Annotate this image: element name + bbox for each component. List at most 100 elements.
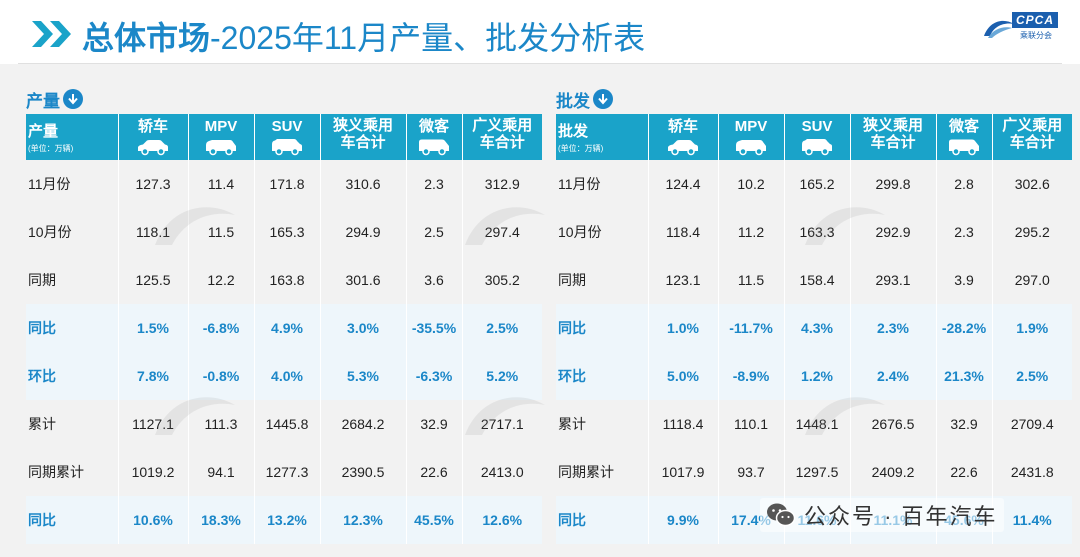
table-cell: 1127.1 xyxy=(118,400,189,448)
row-label: 同比 xyxy=(26,496,119,544)
production-section-title: 产量 xyxy=(26,84,542,114)
table-cell: 10.2 xyxy=(718,160,785,208)
header-cell-sedan: 轿车 xyxy=(118,114,189,160)
header-first-label: 产量 xyxy=(28,123,59,140)
cpca-logo-text: CPCA xyxy=(1012,12,1059,28)
table-cell: 94.1 xyxy=(188,448,255,496)
table-cell: 1.0% xyxy=(648,304,719,352)
table-cell: 118.4 xyxy=(648,208,719,256)
table-cell: 302.6 xyxy=(992,160,1072,208)
header-cell-broad-total: 广义乘用车合计 xyxy=(462,114,542,160)
table-cell: 3.9 xyxy=(936,256,993,304)
table-row: 同期 123.1 11.5 158.4 293.1 3.9 297.0 xyxy=(556,256,1072,304)
table-cell: 1017.9 xyxy=(648,448,719,496)
header-label: 狭义乘用车合计 xyxy=(332,117,393,151)
production-section-label: 产量 xyxy=(26,91,60,111)
table-cell: 13.2% xyxy=(254,496,321,544)
table-cell: 1.5% xyxy=(118,304,189,352)
table-row: 累计 1118.4 110.1 1448.1 2676.5 32.9 2709.4 xyxy=(556,400,1072,448)
table-cell: 301.6 xyxy=(320,256,407,304)
header-cell-suv: SUV xyxy=(254,114,321,160)
wholesale-table: 批发 (单位：万辆) 轿车 MPV SUV xyxy=(556,114,1072,544)
suv-car-icon xyxy=(785,138,850,160)
double-chevron-icon xyxy=(32,21,71,47)
table-cell: 1118.4 xyxy=(648,400,719,448)
microvan-icon xyxy=(937,138,992,160)
table-cell: 110.1 xyxy=(718,400,785,448)
wholesale-section-title: 批发 xyxy=(556,84,1072,114)
header-unit-label: (单位：万辆) xyxy=(558,144,604,153)
page-title-bold: 总体市场 xyxy=(82,20,211,56)
table-cell: 12.6% xyxy=(462,496,542,544)
header-cell-sedan: 轿车 xyxy=(648,114,719,160)
table-cell: -28.2% xyxy=(936,304,993,352)
table-cell: 163.3 xyxy=(784,208,851,256)
table-cell: 2390.5 xyxy=(320,448,407,496)
table-cell: 299.8 xyxy=(850,160,937,208)
table-cell: 2709.4 xyxy=(992,400,1072,448)
mpv-car-icon xyxy=(719,138,784,160)
table-cell: 310.6 xyxy=(320,160,407,208)
table-cell: 4.9% xyxy=(254,304,321,352)
table-cell: -6.8% xyxy=(188,304,255,352)
table-cell: 2684.2 xyxy=(320,400,407,448)
table-cell: 1277.3 xyxy=(254,448,321,496)
table-cell: 2676.5 xyxy=(850,400,937,448)
header-label: 轿车 xyxy=(137,118,168,135)
table-cell: 1448.1 xyxy=(784,400,851,448)
table-cell: 1297.5 xyxy=(784,448,851,496)
table-cell: -0.8% xyxy=(188,352,255,400)
row-label: 11月份 xyxy=(556,160,649,208)
table-cell: 12.3% xyxy=(320,496,407,544)
table-cell: 2413.0 xyxy=(462,448,542,496)
table-header-row: 批发 (单位：万辆) 轿车 MPV SUV xyxy=(556,114,1072,160)
table-cell: 297.0 xyxy=(992,256,1072,304)
table-cell: 12.2 xyxy=(188,256,255,304)
table-cell: 2.4% xyxy=(850,352,937,400)
table-cell: 4.0% xyxy=(254,352,321,400)
wechat-account-watermark: 公众号 · 百年汽车 xyxy=(760,498,1004,532)
table-cell: 305.2 xyxy=(462,256,542,304)
table-row: 11月份 124.4 10.2 165.2 299.8 2.8 302.6 xyxy=(556,160,1072,208)
production-table: 产量 (单位：万辆) 轿车 MPV SUV xyxy=(26,114,542,544)
table-cell: 21.3% xyxy=(936,352,993,400)
table-row: 同期 125.5 12.2 163.8 301.6 3.6 305.2 xyxy=(26,256,542,304)
table-cell: 2.3 xyxy=(936,208,993,256)
table-cell: 2409.2 xyxy=(850,448,937,496)
row-label: 10月份 xyxy=(26,208,119,256)
row-label: 同期 xyxy=(556,256,649,304)
row-label: 10月份 xyxy=(556,208,649,256)
header-label: MPV xyxy=(734,118,768,135)
header-cell-microvan: 微客 xyxy=(406,114,463,160)
header-cell-mpv: MPV xyxy=(188,114,255,160)
row-label: 同比 xyxy=(26,304,119,352)
header-label: MPV xyxy=(204,118,238,135)
table-cell: 9.9% xyxy=(648,496,719,544)
table-cell: 5.2% xyxy=(462,352,542,400)
header-divider xyxy=(18,63,1062,64)
table-row: 环比 7.8% -0.8% 4.0% 5.3% -6.3% 5.2% xyxy=(26,352,542,400)
row-label: 环比 xyxy=(556,352,649,400)
wechat-icon xyxy=(767,503,796,527)
table-cell: 294.9 xyxy=(320,208,407,256)
row-label: 累计 xyxy=(556,400,649,448)
table-cell: 10.6% xyxy=(118,496,189,544)
table-cell: 1019.2 xyxy=(118,448,189,496)
production-panel: 产量 产量 (单位：万辆) 轿车 MPV xyxy=(26,84,542,544)
table-cell: 11.4 xyxy=(188,160,255,208)
row-label: 同期累计 xyxy=(556,448,649,496)
table-cell: 7.8% xyxy=(118,352,189,400)
table-cell: 1.9% xyxy=(992,304,1072,352)
row-label: 同比 xyxy=(556,496,649,544)
header-label: 微客 xyxy=(948,118,979,135)
cpca-logo-subtext: 乘联分会 xyxy=(1020,31,1052,40)
header-label: 微客 xyxy=(418,118,449,135)
table-cell: -8.9% xyxy=(718,352,785,400)
table-cell: 93.7 xyxy=(718,448,785,496)
table-cell: 171.8 xyxy=(254,160,321,208)
table-cell: 2.5 xyxy=(406,208,463,256)
table-cell: 2.3 xyxy=(406,160,463,208)
table-cell: 158.4 xyxy=(784,256,851,304)
header-label: SUV xyxy=(271,118,303,135)
table-cell: -11.7% xyxy=(718,304,785,352)
